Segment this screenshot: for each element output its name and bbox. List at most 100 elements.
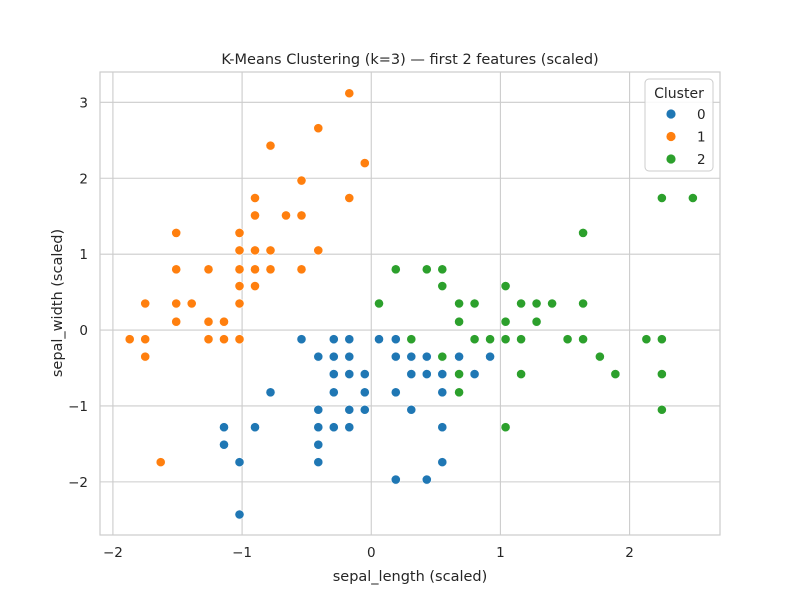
plot-area bbox=[99, 71, 721, 536]
point-cluster-2 bbox=[531, 298, 542, 309]
point-cluster-2 bbox=[641, 334, 652, 345]
point-cluster-2 bbox=[500, 422, 511, 433]
legend-marker-1 bbox=[666, 131, 676, 142]
y-tick-label: 0 bbox=[79, 323, 88, 339]
point-cluster-2 bbox=[454, 387, 464, 398]
point-cluster-1 bbox=[140, 298, 151, 309]
point-cluster-2 bbox=[547, 298, 557, 309]
point-cluster-0 bbox=[390, 351, 401, 362]
point-cluster-1 bbox=[140, 334, 151, 345]
point-cluster-1 bbox=[171, 298, 182, 309]
point-cluster-1 bbox=[234, 281, 245, 291]
data-points bbox=[124, 88, 698, 520]
point-cluster-0 bbox=[390, 474, 401, 485]
x-axis-label: sepal_length (scaled) bbox=[333, 569, 488, 585]
point-cluster-0 bbox=[328, 422, 339, 433]
point-cluster-0 bbox=[359, 404, 370, 415]
x-tick-label: 0 bbox=[367, 545, 376, 561]
legend-title: Cluster bbox=[654, 86, 704, 102]
y-tick-label: 3 bbox=[79, 95, 88, 111]
point-cluster-2 bbox=[406, 334, 417, 345]
point-cluster-0 bbox=[454, 351, 464, 362]
point-cluster-2 bbox=[516, 369, 526, 379]
point-cluster-2 bbox=[500, 334, 511, 345]
y-tick-label: −1 bbox=[68, 399, 88, 415]
point-cluster-1 bbox=[313, 245, 324, 256]
x-tick-label: 2 bbox=[625, 545, 634, 561]
point-cluster-1 bbox=[296, 264, 307, 275]
point-cluster-0 bbox=[359, 387, 370, 398]
point-cluster-0 bbox=[234, 457, 245, 468]
point-cluster-1 bbox=[186, 298, 197, 309]
point-cluster-1 bbox=[234, 245, 245, 256]
y-tick-label: 2 bbox=[79, 171, 88, 187]
point-cluster-0 bbox=[406, 351, 417, 362]
point-cluster-1 bbox=[219, 316, 229, 327]
point-cluster-2 bbox=[656, 369, 667, 379]
point-cluster-0 bbox=[219, 422, 229, 433]
point-cluster-2 bbox=[610, 369, 621, 379]
point-cluster-1 bbox=[359, 158, 370, 168]
legend-label: 0 bbox=[697, 107, 706, 123]
point-cluster-0 bbox=[313, 457, 324, 468]
point-cluster-1 bbox=[265, 264, 276, 275]
point-cluster-2 bbox=[594, 351, 605, 362]
point-cluster-2 bbox=[578, 298, 588, 309]
point-cluster-2 bbox=[562, 334, 573, 345]
point-cluster-1 bbox=[171, 316, 182, 327]
point-cluster-0 bbox=[313, 351, 324, 362]
x-tick-label: −2 bbox=[103, 545, 123, 561]
x-tick-label: −1 bbox=[232, 545, 252, 561]
point-cluster-1 bbox=[203, 334, 214, 345]
point-cluster-0 bbox=[344, 369, 355, 379]
point-cluster-0 bbox=[328, 334, 339, 345]
point-cluster-0 bbox=[485, 351, 495, 362]
y-axis-label: sepal_width (scaled) bbox=[50, 229, 66, 377]
point-cluster-0 bbox=[390, 334, 401, 345]
point-cluster-1 bbox=[296, 210, 307, 221]
point-cluster-0 bbox=[390, 387, 401, 398]
point-cluster-1 bbox=[265, 140, 276, 151]
point-cluster-1 bbox=[344, 88, 355, 99]
point-cluster-2 bbox=[437, 351, 448, 362]
point-cluster-1 bbox=[234, 264, 245, 275]
legend-label: 2 bbox=[697, 152, 706, 168]
point-cluster-1 bbox=[250, 245, 260, 256]
point-cluster-1 bbox=[140, 351, 151, 362]
point-cluster-1 bbox=[124, 334, 135, 345]
point-cluster-0 bbox=[344, 422, 355, 433]
x-tick-label: 1 bbox=[496, 545, 505, 561]
legend: Cluster 0 1 2 bbox=[644, 78, 714, 172]
point-cluster-2 bbox=[454, 369, 464, 379]
point-cluster-1 bbox=[155, 457, 166, 468]
point-cluster-0 bbox=[344, 404, 355, 415]
point-cluster-0 bbox=[437, 422, 448, 433]
point-cluster-2 bbox=[531, 316, 542, 327]
point-cluster-0 bbox=[406, 404, 417, 415]
point-cluster-0 bbox=[421, 474, 432, 485]
point-cluster-0 bbox=[437, 369, 448, 379]
y-tick-label: 1 bbox=[79, 247, 88, 263]
legend-items: 0 1 2 bbox=[666, 107, 706, 168]
point-cluster-0 bbox=[313, 439, 324, 450]
point-cluster-1 bbox=[281, 210, 291, 221]
point-cluster-0 bbox=[265, 387, 276, 398]
legend-box bbox=[644, 78, 714, 172]
point-cluster-2 bbox=[516, 298, 526, 309]
point-cluster-1 bbox=[313, 123, 324, 134]
point-cluster-0 bbox=[313, 404, 324, 415]
point-cluster-0 bbox=[374, 334, 384, 345]
point-cluster-0 bbox=[219, 439, 229, 450]
point-cluster-1 bbox=[234, 298, 245, 309]
point-cluster-1 bbox=[203, 316, 214, 327]
point-cluster-2 bbox=[500, 281, 511, 291]
point-cluster-2 bbox=[500, 316, 511, 327]
point-cluster-0 bbox=[359, 369, 370, 379]
point-cluster-0 bbox=[469, 369, 480, 379]
point-cluster-1 bbox=[234, 228, 245, 238]
y-tick-label: −2 bbox=[68, 475, 88, 491]
point-cluster-1 bbox=[250, 264, 260, 275]
point-cluster-0 bbox=[421, 369, 432, 379]
point-cluster-1 bbox=[171, 264, 182, 275]
